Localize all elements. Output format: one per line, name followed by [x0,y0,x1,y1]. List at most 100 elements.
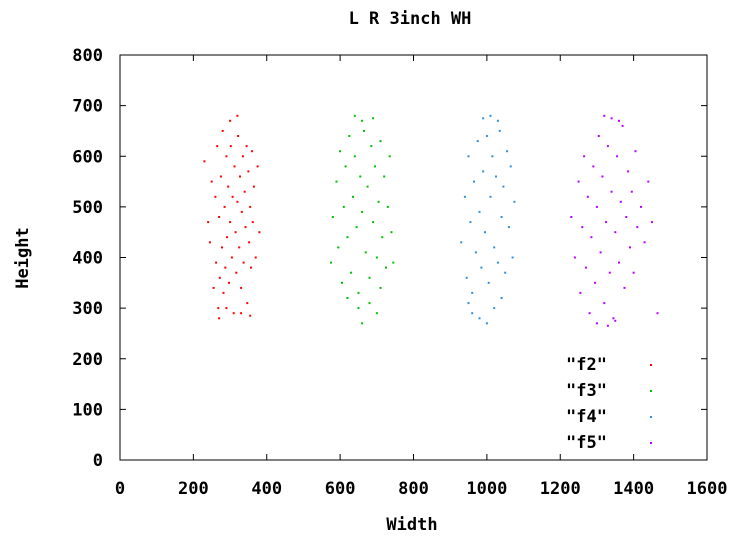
data-point [357,307,360,310]
series-f4 [460,114,516,325]
data-point [586,195,589,198]
data-point [386,205,389,208]
x-tick-label: 1000 [466,479,507,499]
data-point [330,261,332,264]
data-point [606,145,609,148]
data-point [225,307,228,310]
series-f3 [330,114,395,325]
data-point [339,150,342,153]
data-point [379,286,382,289]
x-axis-ticks: 0 200 400 600 800 1000 1200 1400 1600 [115,55,727,499]
data-point [361,119,364,122]
data-point [256,165,259,168]
data-point [240,286,243,289]
chart-title: L R 3inch WH [349,9,472,29]
data-point [229,145,232,148]
data-point [605,221,608,224]
data-point [249,205,252,208]
data-point [491,155,494,158]
data-point [207,221,210,224]
data-point [346,236,349,239]
data-point [632,271,635,274]
legend-marker [650,364,652,366]
data-point [467,302,470,305]
data-point [581,226,584,229]
y-tick-label: 100 [72,400,103,420]
data-point [366,185,369,188]
data-point [610,190,613,193]
data-point [221,246,223,249]
data-point [493,307,496,310]
data-point [476,140,479,143]
data-point [379,140,382,143]
data-point [507,226,510,229]
data-point [231,195,234,198]
x-tick-label: 0 [115,479,125,499]
data-point [244,226,247,229]
data-point [597,135,600,137]
data-point [352,195,354,198]
data-point [493,246,496,249]
data-point [392,261,395,264]
data-point [361,210,364,213]
data-point [592,165,595,168]
data-point [236,200,239,203]
data-point [337,246,340,249]
data-point [247,170,250,173]
legend-label: "f4" [566,407,607,427]
data-point [210,180,213,183]
data-point [573,256,576,259]
data-point [203,160,206,163]
data-point [603,114,606,117]
legend-label: "f5" [566,433,607,453]
data-point [359,175,362,178]
data-point [509,165,512,168]
data-point [372,117,375,120]
data-point [388,155,391,158]
data-point [346,297,349,299]
data-point [610,117,613,120]
data-point [227,185,230,188]
data-point [341,281,343,284]
data-point [219,175,222,178]
data-point [224,266,227,269]
data-point [361,322,364,325]
data-point [496,261,499,264]
data-point [478,317,481,320]
data-point [353,114,356,117]
data-point [223,205,226,208]
data-point [484,231,486,234]
data-point [208,241,211,244]
data-point [473,180,475,183]
data-point [251,150,254,153]
data-point [252,185,255,188]
data-point [372,221,375,224]
data-point [594,281,597,284]
data-point [218,216,221,218]
data-point [469,221,472,224]
data-point [577,180,580,183]
data-point [595,322,598,325]
data-point [471,291,474,294]
data-point [614,231,617,234]
data-point [467,155,470,158]
legend-marker [650,416,652,418]
data-point [385,266,387,269]
data-point [249,314,252,317]
data-point [357,291,360,294]
data-point [235,271,238,274]
data-point [350,271,353,274]
data-point [217,307,220,310]
data-point [636,226,639,229]
x-tick-label: 200 [178,479,209,499]
data-point [651,221,653,224]
data-point [355,226,358,229]
legend-marker [650,390,652,392]
y-tick-label: 300 [72,299,103,319]
data-point [248,241,251,244]
data-point [212,286,215,289]
data-point [511,256,514,259]
data-point [500,216,503,218]
data-point [478,210,481,213]
data-point [232,312,235,315]
